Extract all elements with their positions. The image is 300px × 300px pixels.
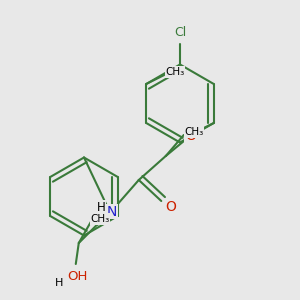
Text: N: N: [106, 205, 117, 218]
Text: H: H: [97, 200, 106, 214]
Text: O: O: [185, 129, 196, 142]
Text: CH₃: CH₃: [90, 214, 110, 224]
Text: OH: OH: [67, 269, 88, 283]
Text: Cl: Cl: [174, 26, 186, 40]
Text: CH₃: CH₃: [184, 127, 204, 137]
Text: CH₃: CH₃: [165, 67, 184, 77]
Text: O: O: [165, 200, 176, 214]
Text: H: H: [55, 278, 64, 289]
